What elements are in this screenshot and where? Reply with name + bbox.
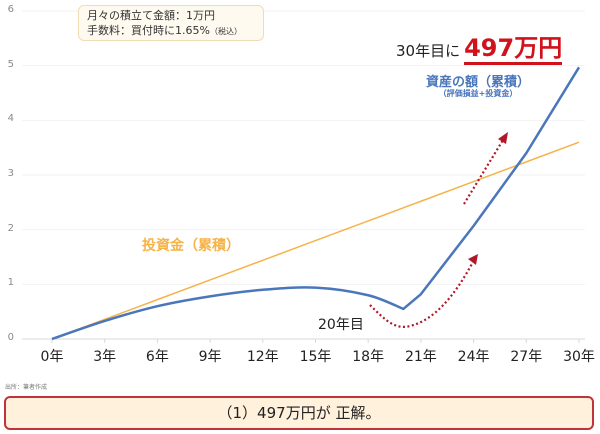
y-tick-label: 6	[7, 4, 14, 15]
y-tick-label: 2	[7, 222, 14, 234]
year20-annotation: 20年目	[318, 317, 364, 333]
x-tick-label: 21年	[404, 349, 437, 365]
x-tick-label: 27年	[510, 349, 543, 365]
y-tick-label: 0	[7, 332, 14, 343]
x-tick-label: 0年	[40, 349, 64, 365]
x-tick-label: 12年	[246, 349, 279, 365]
trend-arrow-lower	[369, 254, 478, 328]
x-tick-label: 15年	[299, 349, 332, 365]
y-tick-label: 4	[7, 113, 14, 125]
x-tick-label: 9年	[198, 349, 222, 365]
investment-line	[51, 141, 580, 340]
y-tick-label: 3	[7, 168, 14, 179]
investment-series-label: 投資金（累積）	[142, 238, 240, 254]
x-tick-label: 6年	[145, 349, 169, 365]
result-headline: 30年目に 497万円	[396, 28, 563, 65]
fee-main: 手数料：買付時に1.65%	[87, 24, 210, 37]
line-chart	[22, 10, 585, 343]
headline-value: 497万円	[464, 34, 563, 65]
x-axis	[51, 339, 580, 343]
asset-series-label: 資産の額（累積）	[425, 75, 530, 90]
monthly-amount-text: 月々の積立て金額：1万円	[87, 9, 215, 22]
x-tick-label: 3年	[93, 349, 117, 365]
asset-line	[51, 66, 581, 341]
y-tick-label: 5	[7, 58, 14, 70]
x-tick-label: 18年	[352, 349, 385, 365]
x-tick-label: 30年	[563, 349, 595, 365]
conditions-box: 月々の積立て金額：1万円 手数料：買付時に1.65%（税込）	[78, 5, 264, 41]
trend-arrow-upper	[463, 132, 508, 205]
asset-series-sublabel: （評価損益+投資金）	[438, 89, 518, 98]
fee-text: 手数料：買付時に1.65%（税込）	[87, 23, 255, 39]
fee-tax-note: （税込）	[209, 27, 242, 36]
headline-prefix: 30年目に	[396, 42, 461, 60]
source-note: 出所：筆者作成	[5, 384, 48, 391]
answer-text: （1）497万円が 正解。	[217, 404, 381, 422]
answer-banner: （1）497万円が 正解。	[4, 396, 594, 430]
y-tick-label: 1	[7, 277, 14, 289]
x-tick-label: 24年	[457, 349, 490, 365]
